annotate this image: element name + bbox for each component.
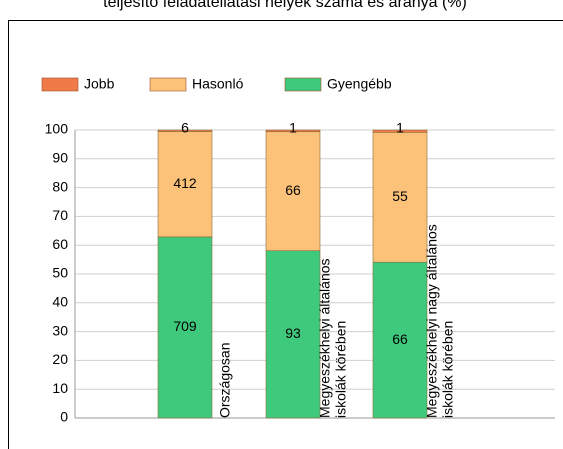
legend-label: Hasonló	[192, 76, 244, 92]
legend-swatch	[41, 77, 79, 92]
legend-label: Jobb	[84, 76, 115, 92]
data-label: 1	[396, 120, 404, 136]
category-label: Megyeszékhelyi nagy általános	[424, 224, 440, 418]
category-label: iskolák körében	[333, 321, 349, 418]
y-tick-label: 20	[52, 351, 68, 367]
y-tick-label: 60	[52, 236, 68, 252]
bar-segment	[265, 131, 321, 251]
data-label: 66	[392, 331, 408, 347]
bar-segment	[372, 261, 428, 419]
data-label: 66	[285, 182, 301, 198]
data-label: 1	[289, 120, 297, 136]
data-label: 93	[285, 325, 301, 341]
y-tick-label: 100	[45, 121, 69, 137]
bar-segment	[157, 131, 213, 238]
y-tick-label: 10	[52, 380, 68, 396]
y-tick-label: 70	[52, 207, 68, 223]
y-tick-label: 50	[52, 265, 68, 281]
y-tick-label: 30	[52, 322, 68, 338]
bar-segment	[265, 250, 321, 419]
y-tick-label: 0	[60, 409, 68, 425]
category-label: Megyeszékhelyi általános	[317, 258, 333, 418]
data-label: 412	[173, 175, 197, 191]
data-label: 709	[173, 318, 197, 334]
category-label: iskolák körében	[440, 321, 456, 418]
bar-segment	[265, 129, 321, 133]
bar-segment	[157, 236, 213, 419]
bar-segment	[372, 132, 428, 263]
bar-segment	[157, 129, 213, 132]
bar-segment	[372, 129, 428, 133]
data-label: 55	[392, 188, 408, 204]
legend-swatch	[149, 77, 187, 92]
chart-title: teljesítő feladatellátási helyek száma é…	[103, 0, 467, 11]
legend-label: Gyengébb	[327, 76, 392, 92]
data-label: 6	[181, 120, 189, 136]
y-tick-label: 90	[52, 150, 68, 166]
y-tick-label: 40	[52, 294, 68, 310]
legend-swatch	[284, 77, 322, 92]
category-label: Országosan	[217, 343, 233, 418]
y-tick-label: 80	[52, 178, 68, 194]
